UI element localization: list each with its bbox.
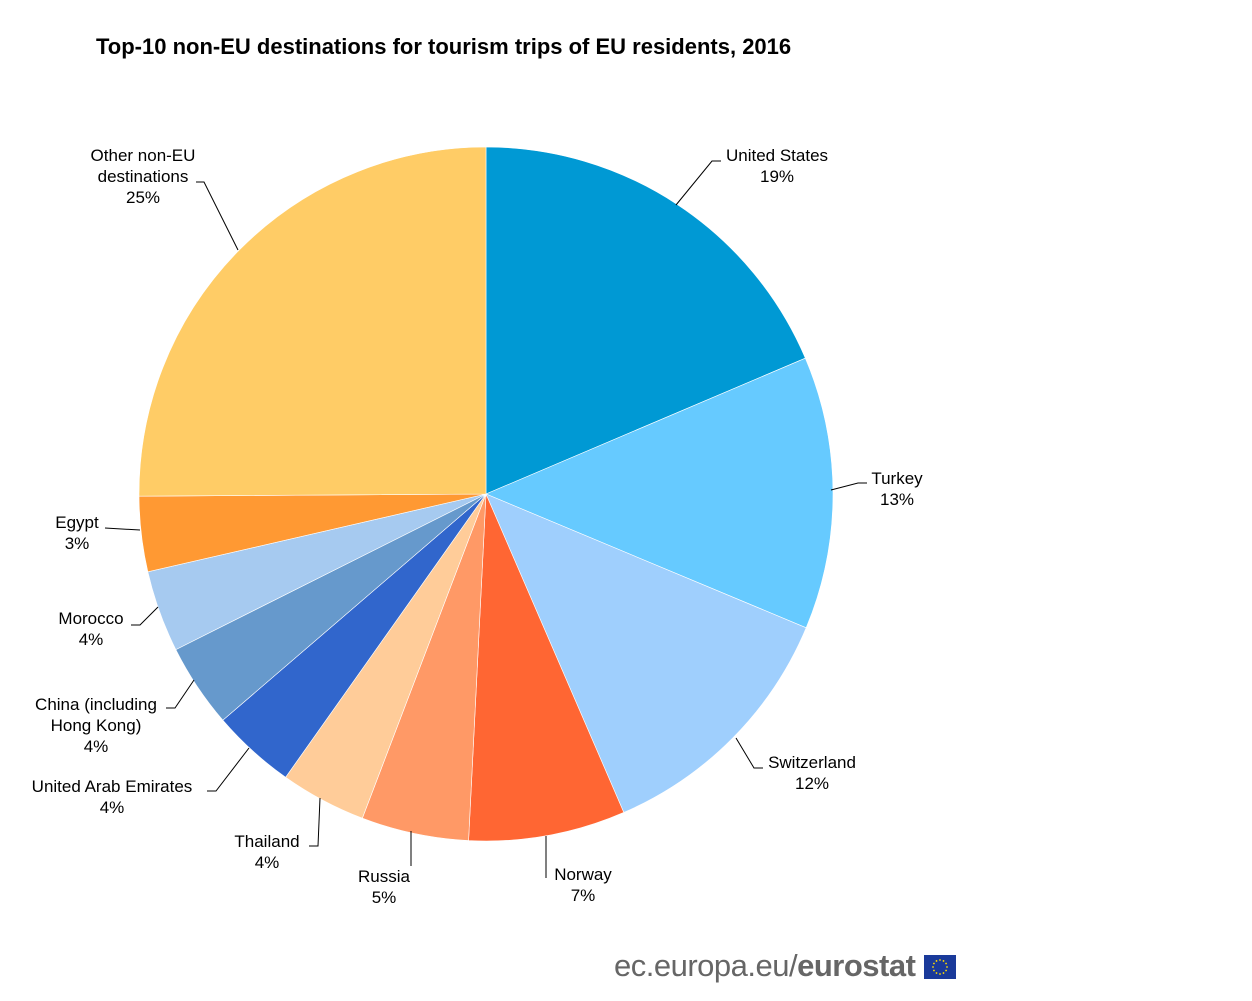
slice-label-name: Morocco bbox=[58, 609, 123, 628]
leader-line bbox=[675, 160, 721, 206]
slice-label-value: 7% bbox=[571, 886, 596, 905]
leader-line bbox=[104, 527, 141, 531]
slice-label-value: 4% bbox=[100, 798, 125, 817]
slice-label-name: United Arab Emirates bbox=[32, 777, 193, 796]
slice-label-value: 4% bbox=[79, 630, 104, 649]
footer-site: ec.europa.eu/ bbox=[614, 948, 798, 983]
chart-title: Top-10 non-EU destinations for tourism t… bbox=[96, 34, 792, 59]
eu-star bbox=[942, 960, 945, 962]
slice-label-value: 19% bbox=[760, 167, 794, 186]
leader-line bbox=[207, 747, 250, 792]
pie-slice-turkey bbox=[485, 357, 834, 629]
slice-label-value: 3% bbox=[65, 534, 90, 553]
slice-label-value: 12% bbox=[795, 774, 829, 793]
pie-slice-switzerland bbox=[485, 493, 807, 813]
slice-label-name: Egypt bbox=[55, 513, 99, 532]
eurostat-footer: ec.europa.eu/eurostat bbox=[614, 948, 916, 984]
slice-label-name: Norway bbox=[554, 865, 612, 884]
slice-label-value: 13% bbox=[880, 490, 914, 509]
slice-label-name: China (including bbox=[35, 695, 157, 714]
pie-slices bbox=[138, 146, 834, 842]
pie-slice-united-states bbox=[485, 146, 806, 495]
eu-star bbox=[935, 972, 938, 974]
slice-label-name: Other non-EU bbox=[91, 146, 196, 165]
eu-star bbox=[939, 959, 941, 961]
slice-labels: United States 19% Turkey 13% Switzerland 12% N… bbox=[32, 146, 923, 907]
eu-star bbox=[942, 972, 945, 974]
slice-label-value: 5% bbox=[372, 888, 397, 907]
slice-label-name: destinations bbox=[98, 167, 189, 186]
pie-slice-norway bbox=[468, 493, 625, 842]
leader-line bbox=[131, 606, 159, 626]
pie-slice-other-non-eu-destinations bbox=[138, 146, 487, 497]
slice-label-name: Thailand bbox=[234, 832, 299, 851]
slice-label-value: 4% bbox=[255, 853, 280, 872]
eu-star bbox=[932, 966, 934, 968]
leader-line bbox=[196, 181, 239, 251]
leader-line bbox=[309, 797, 321, 847]
slice-label-name: Russia bbox=[358, 867, 411, 886]
slice-label-name: Turkey bbox=[871, 469, 923, 488]
eu-star bbox=[946, 966, 948, 968]
slice-label-value: 25% bbox=[126, 188, 160, 207]
eu-star bbox=[933, 969, 935, 972]
leader-line bbox=[166, 679, 195, 709]
slice-label-name: Hong Kong) bbox=[51, 716, 142, 735]
eu-star bbox=[939, 973, 941, 975]
eu-star bbox=[945, 969, 947, 972]
eu-stars-icon bbox=[932, 959, 948, 975]
footer-brand: eurostat bbox=[797, 948, 916, 983]
slice-label-name: Switzerland bbox=[768, 753, 856, 772]
slice-label-value: 4% bbox=[84, 737, 109, 756]
eu-star bbox=[945, 962, 947, 965]
leader-line bbox=[735, 737, 763, 769]
eu-star bbox=[933, 962, 935, 965]
leader-line bbox=[830, 482, 867, 491]
eu-star bbox=[935, 960, 938, 962]
eu-flag-icon bbox=[924, 955, 956, 979]
leader-lines bbox=[104, 160, 867, 878]
slice-label-name: United States bbox=[726, 146, 828, 165]
